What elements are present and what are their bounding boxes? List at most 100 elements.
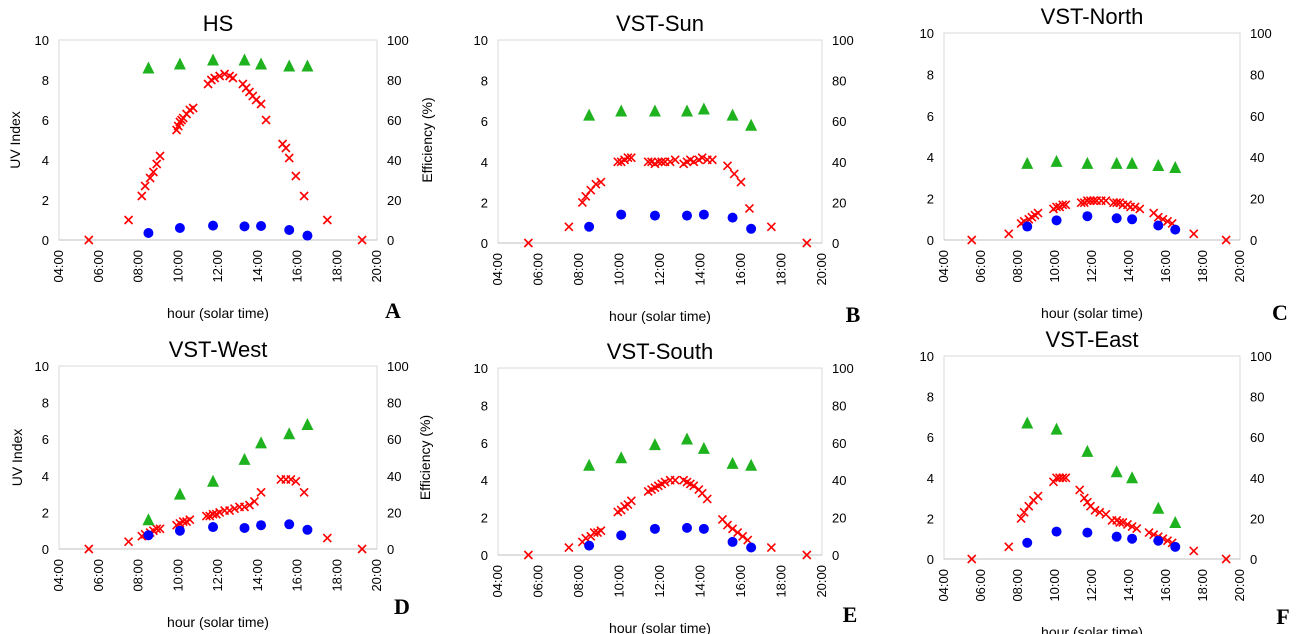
efficiency-triangle-point	[1169, 161, 1182, 174]
x-tick-label: 16:00	[1158, 250, 1173, 283]
efficiency-triangle-point	[173, 487, 186, 500]
x-tick-label: 04:00	[490, 565, 505, 598]
x-tick-label: 18:00	[774, 565, 789, 598]
y-tick-label: 0	[42, 233, 49, 248]
y2-tick-label: 20	[832, 195, 846, 210]
y-tick-label: 2	[42, 505, 49, 520]
x-tick-label: 20:00	[369, 250, 384, 283]
y-tick-label: 4	[927, 471, 934, 486]
uv-index-point	[670, 475, 680, 485]
uv-index-point	[188, 103, 198, 113]
uv-index-point	[1153, 212, 1163, 222]
blue-circle-point	[698, 523, 709, 534]
y2-tick-label: 100	[387, 33, 409, 48]
y2-tick-label: 60	[387, 113, 401, 128]
x-tick-label: 08:00	[131, 250, 146, 283]
x-tick-label: 14:00	[1121, 569, 1136, 602]
efficiency-triangle-point	[1126, 471, 1139, 484]
blue-circle-point	[584, 540, 595, 551]
y2-tick-label: 20	[1250, 511, 1264, 526]
x-tick-label: 10:00	[170, 559, 185, 592]
y-tick-label: 4	[481, 155, 488, 170]
uv-index-point	[229, 504, 240, 514]
x-tick-label: 04:00	[51, 250, 66, 283]
efficiency-triangle-point	[745, 118, 758, 131]
blue-circle-point	[1127, 214, 1138, 225]
uv-index-point	[284, 153, 294, 163]
blue-circle-point	[649, 523, 660, 534]
uv-index-point	[564, 542, 574, 553]
y2-tick-label: 40	[387, 153, 401, 168]
x-tick-label: 04:00	[936, 250, 951, 283]
y-tick-label: 8	[481, 398, 488, 413]
uv-index-point	[1130, 202, 1140, 212]
x-tick-label: 18:00	[1195, 569, 1210, 602]
x-tick-label: 14:00	[693, 565, 708, 598]
x-tick-label: 10:00	[170, 250, 185, 283]
y2-tick-label: 80	[832, 398, 846, 413]
y-axis-label: UV Index	[9, 429, 25, 487]
uv-index-point	[1004, 229, 1014, 239]
y2-tick-label: 60	[387, 432, 401, 447]
uv-index-point	[665, 157, 675, 167]
x-tick-label: 14:00	[250, 250, 265, 283]
x-tick-label: 12:00	[1084, 250, 1099, 283]
x-tick-label: 04:00	[51, 559, 66, 592]
efficiency-triangle-point	[1152, 501, 1165, 514]
y2-tick-label: 20	[387, 193, 401, 208]
x-tick-label: 16:00	[733, 565, 748, 598]
y-tick-label: 2	[42, 193, 49, 208]
efficiency-triangle-point	[283, 59, 296, 72]
y2-tick-label: 100	[1250, 349, 1272, 364]
efficiency-triangle-point	[207, 53, 220, 66]
x-tick-label: 12:00	[210, 559, 225, 592]
plot-area	[58, 365, 378, 550]
uv-index-point	[1162, 216, 1173, 226]
y-tick-label: 4	[42, 153, 49, 168]
y-tick-label: 6	[927, 109, 934, 124]
uv-index-point	[1118, 517, 1128, 528]
uv-index-point	[596, 526, 606, 536]
plot-area	[497, 39, 823, 244]
uv-index-point	[225, 506, 235, 516]
y-tick-label: 4	[927, 150, 934, 165]
chart-title: VST-Sun	[616, 11, 704, 36]
uv-index-point	[322, 215, 332, 225]
uv-index-point	[670, 155, 680, 165]
uv-index-point	[357, 544, 367, 554]
x-tick-label: 18:00	[329, 559, 344, 592]
y2-tick-label: 80	[387, 396, 401, 411]
efficiency-triangle-point	[615, 104, 628, 117]
uv-index-point	[626, 153, 636, 163]
uv-index-point	[523, 238, 533, 248]
blue-circle-point	[1051, 215, 1062, 226]
y-tick-label: 10	[920, 26, 934, 41]
efficiency-triangle-point	[238, 53, 251, 66]
uv-index-point	[1189, 229, 1199, 239]
uv-index-point	[689, 157, 699, 167]
uv-index-point	[802, 238, 812, 248]
efficiency-triangle-point	[301, 418, 314, 431]
x-tick-label: 18:00	[1195, 250, 1210, 283]
blue-circle-point	[1170, 224, 1181, 235]
y-tick-label: 8	[42, 73, 49, 88]
panel-letter: F	[1276, 604, 1289, 629]
uv-index-point	[84, 544, 94, 554]
x-tick-label: 06:00	[91, 250, 106, 283]
uv-index-point	[623, 153, 633, 163]
y2-tick-label: 60	[1250, 109, 1264, 124]
y2-tick-label: 40	[832, 155, 846, 170]
blue-circle-point	[727, 212, 738, 223]
blue-circle-point	[584, 221, 595, 232]
y-tick-label: 0	[927, 552, 934, 567]
uv-index-point	[733, 527, 743, 538]
blue-circle-point	[284, 225, 295, 235]
blue-circle-point	[727, 536, 738, 547]
x-tick-label: 20:00	[1232, 569, 1247, 602]
blue-circle-point	[284, 519, 295, 530]
uv-index-point	[967, 554, 977, 564]
uv-index-point	[643, 157, 653, 167]
uv-index-point	[1004, 542, 1014, 552]
